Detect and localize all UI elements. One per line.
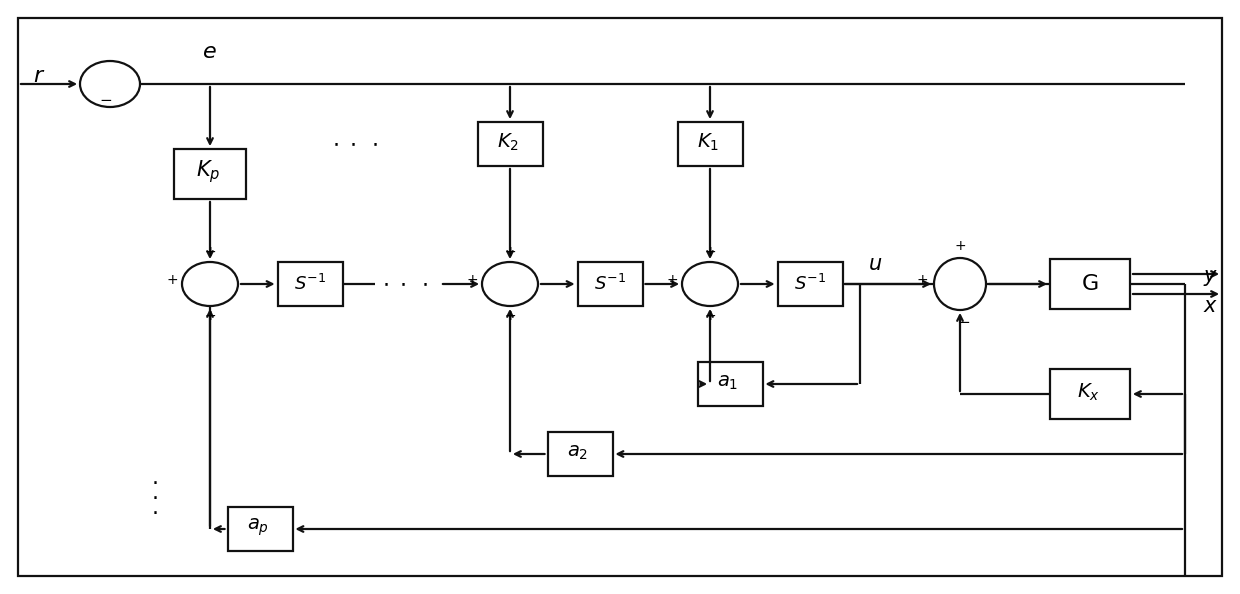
FancyBboxPatch shape	[278, 262, 342, 306]
Text: +: +	[166, 273, 177, 287]
Text: $S^{-1}$: $S^{-1}$	[594, 274, 626, 294]
Text: e: e	[203, 42, 217, 62]
Text: +: +	[466, 273, 477, 287]
Text: $a_1$: $a_1$	[717, 372, 739, 391]
Circle shape	[934, 258, 986, 310]
Text: $S^{-1}$: $S^{-1}$	[794, 274, 826, 294]
Ellipse shape	[682, 262, 738, 306]
Text: $K_x$: $K_x$	[1076, 381, 1100, 403]
FancyBboxPatch shape	[677, 122, 743, 166]
Text: $\cdot\;\cdot\;\cdot$: $\cdot\;\cdot\;\cdot$	[332, 134, 378, 154]
Text: +: +	[505, 309, 516, 323]
FancyBboxPatch shape	[174, 149, 246, 199]
Text: +: +	[205, 245, 216, 259]
Text: $\cdot\;\cdot\;\cdot$: $\cdot\;\cdot\;\cdot$	[382, 274, 428, 294]
Text: x: x	[1204, 296, 1216, 316]
Text: y: y	[1204, 266, 1216, 286]
FancyBboxPatch shape	[698, 362, 763, 406]
FancyBboxPatch shape	[227, 507, 293, 551]
Text: +: +	[205, 309, 216, 323]
FancyBboxPatch shape	[1050, 369, 1130, 419]
Text: u: u	[868, 254, 882, 274]
Ellipse shape	[81, 61, 140, 107]
FancyBboxPatch shape	[578, 262, 642, 306]
Text: ·: ·	[151, 489, 159, 509]
Text: +: +	[505, 245, 516, 259]
Ellipse shape	[482, 262, 538, 306]
Text: $a_2$: $a_2$	[568, 443, 589, 462]
Text: −: −	[99, 93, 113, 108]
Text: $K_2$: $K_2$	[497, 131, 520, 153]
FancyBboxPatch shape	[477, 122, 543, 166]
Text: $K_1$: $K_1$	[697, 131, 719, 153]
Text: +: +	[916, 273, 928, 287]
Text: +: +	[955, 239, 966, 253]
FancyBboxPatch shape	[548, 432, 613, 476]
FancyBboxPatch shape	[1050, 259, 1130, 309]
Text: ·: ·	[151, 474, 159, 494]
FancyBboxPatch shape	[777, 262, 842, 306]
Text: $K_p$: $K_p$	[196, 159, 221, 185]
Text: r: r	[33, 66, 42, 86]
Text: $a_p$: $a_p$	[247, 516, 269, 538]
Text: −: −	[957, 314, 971, 330]
Text: +: +	[666, 273, 678, 287]
Text: $S^{-1}$: $S^{-1}$	[294, 274, 326, 294]
Text: +: +	[704, 309, 715, 323]
Text: +: +	[704, 245, 715, 259]
Text: G: G	[1081, 274, 1099, 294]
Ellipse shape	[182, 262, 238, 306]
Text: ·: ·	[151, 504, 159, 524]
